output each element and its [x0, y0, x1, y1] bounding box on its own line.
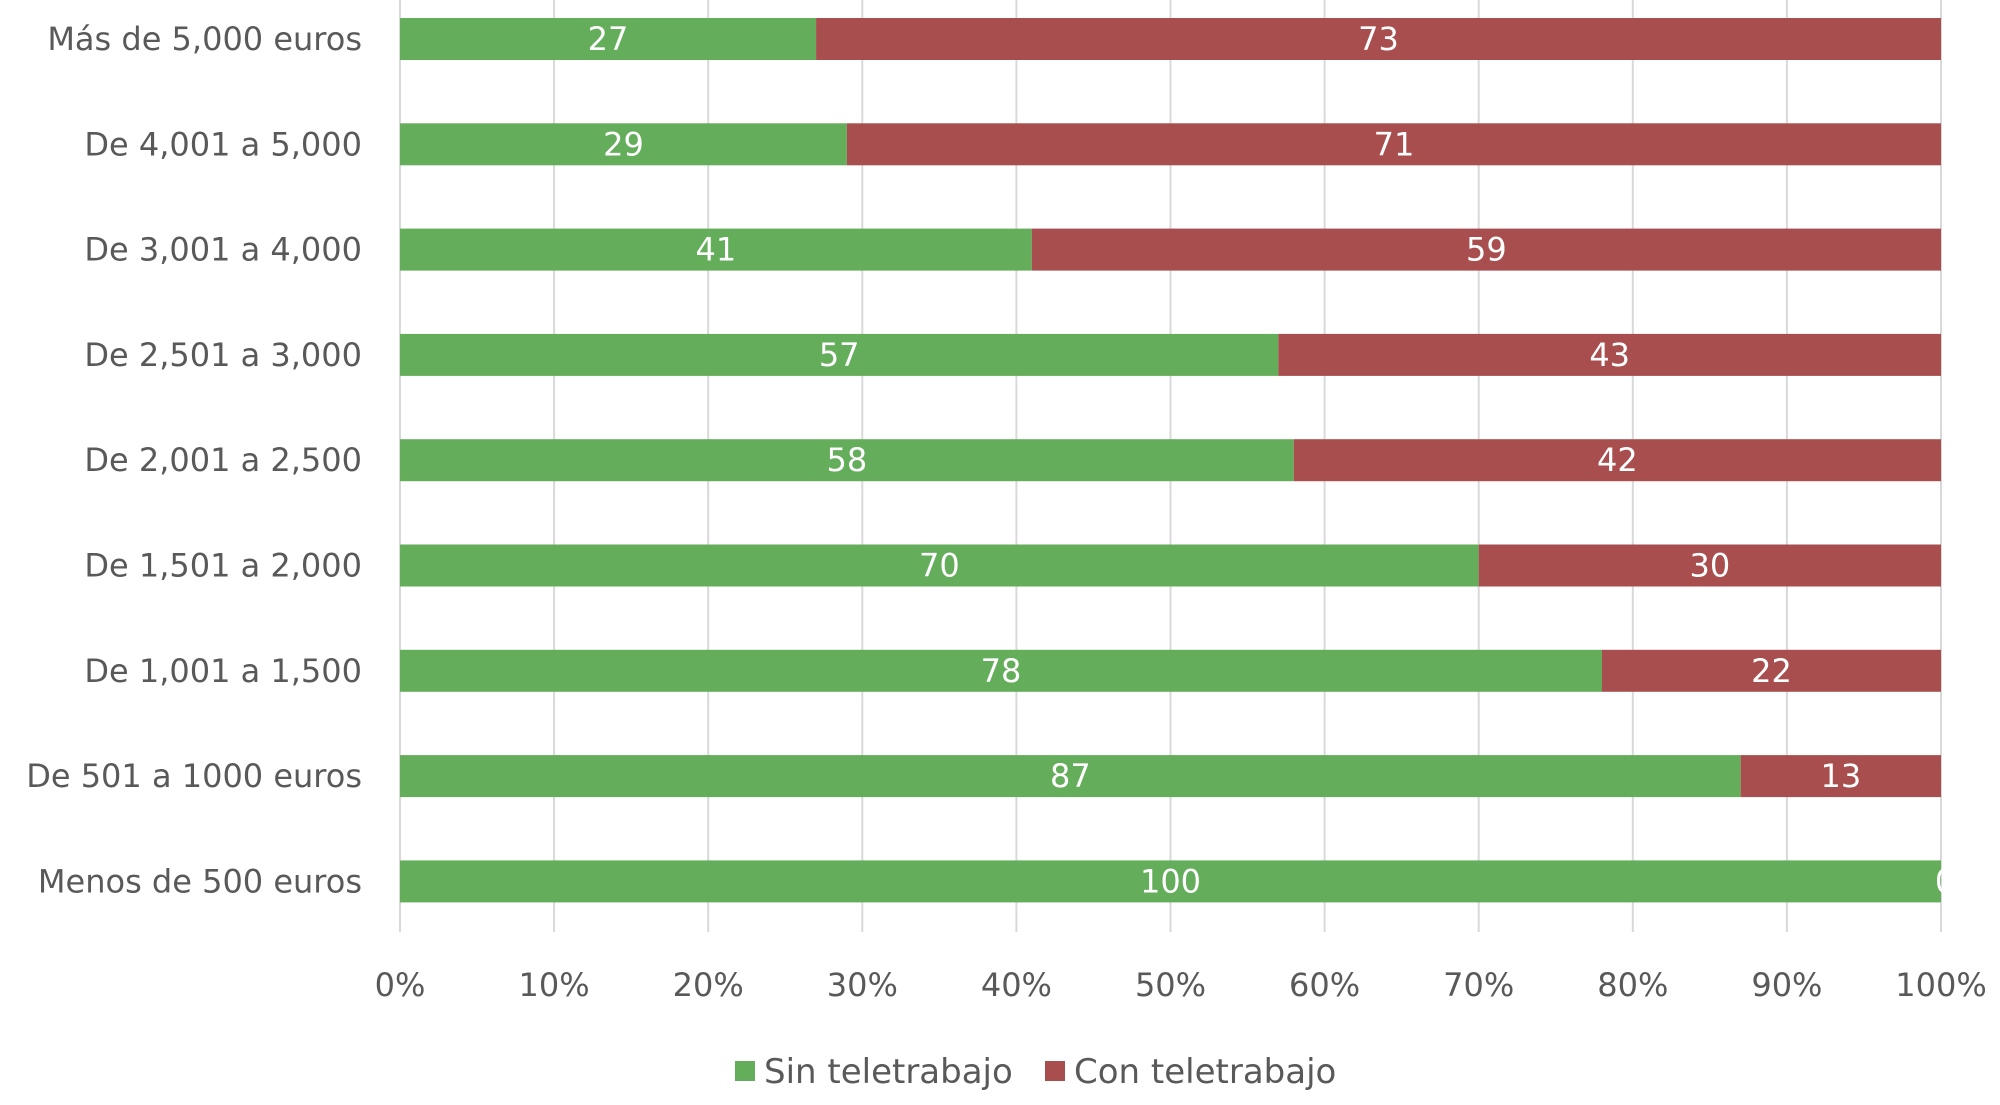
legend-swatch [1045, 1061, 1065, 1081]
category-label: De 1,501 a 2,000 [84, 547, 362, 585]
bar-segment [1293, 439, 1941, 482]
data-label: 100 [1140, 862, 1201, 900]
data-label: 87 [1050, 757, 1091, 795]
data-label: 59 [1466, 231, 1507, 269]
x-tick-label: 50% [1135, 966, 1206, 1004]
data-label: 41 [696, 231, 737, 269]
category-axis-labels: Más de 5,000 euros De 4,001 a 5,000 De 3,0… [26, 20, 362, 900]
x-tick-label: 0% [375, 966, 426, 1004]
x-tick-label: 30% [827, 966, 898, 1004]
bar-segment [1478, 544, 1941, 587]
legend-label: Sin teletrabajo [764, 1052, 1013, 1092]
x-tick-label: 20% [673, 966, 744, 1004]
data-label: 42 [1597, 441, 1638, 479]
x-tick-label: 80% [1597, 966, 1668, 1004]
data-label: 70 [919, 547, 960, 585]
category-label: De 2,001 a 2,500 [84, 441, 362, 479]
bar-segment [400, 228, 1032, 271]
category-label: De 4,001 a 5,000 [84, 125, 362, 163]
data-label: 27 [588, 20, 629, 58]
data-label: 43 [1589, 336, 1630, 374]
bar-segment [400, 860, 1941, 903]
x-tick-label: 70% [1443, 966, 1514, 1004]
data-label: 22 [1751, 652, 1792, 690]
legend-swatch [735, 1061, 755, 1081]
data-label: 58 [827, 441, 868, 479]
bar-segment [1601, 649, 1941, 692]
data-label: 0 [1935, 862, 1955, 900]
data-label: 30 [1689, 547, 1730, 585]
category-label: De 501 a 1000 euros [26, 757, 362, 795]
x-tick-label: 40% [981, 966, 1052, 1004]
legend: Sin teletrabajo Con teletrabajo [735, 1052, 1336, 1092]
category-label: Más de 5,000 euros [47, 20, 362, 58]
x-axis-tick-labels: 0% 10% 20% 30% 40% 50% 60% 70% 80% 90% 100% [375, 966, 1987, 1004]
data-label: 57 [819, 336, 860, 374]
bar-segment [1740, 755, 1941, 798]
bar-segment [1031, 228, 1941, 271]
data-label: 29 [603, 125, 644, 163]
x-tick-label: 10% [519, 966, 590, 1004]
data-label: 71 [1374, 125, 1415, 163]
bar-segment [400, 123, 847, 166]
bar-segment [400, 439, 1294, 482]
data-label: 78 [981, 652, 1022, 690]
legend-label: Con teletrabajo [1074, 1052, 1336, 1092]
bar-segment [400, 18, 817, 60]
x-tick-label: 60% [1289, 966, 1360, 1004]
x-tick-label: 100% [1895, 966, 1986, 1004]
data-label: 73 [1358, 20, 1399, 58]
bar-segment [816, 18, 1941, 60]
category-label: De 3,001 a 4,000 [84, 231, 362, 269]
category-label: De 2,501 a 3,000 [84, 336, 362, 374]
data-label: 13 [1820, 757, 1861, 795]
bar-segment [400, 544, 1479, 587]
category-label: De 1,001 a 1,500 [84, 652, 362, 690]
category-label: Menos de 500 euros [38, 862, 362, 900]
bar-segment [400, 649, 1602, 692]
x-tick-label: 90% [1751, 966, 1822, 1004]
bar-segment [1278, 333, 1941, 376]
bar-segment [846, 123, 1941, 166]
bar-segment [400, 333, 1279, 376]
bars: 27 73 29 71 41 59 57 43 58 42 70 30 78 22 87 13 100 0 [400, 18, 1955, 903]
bar-segment [400, 755, 1741, 798]
